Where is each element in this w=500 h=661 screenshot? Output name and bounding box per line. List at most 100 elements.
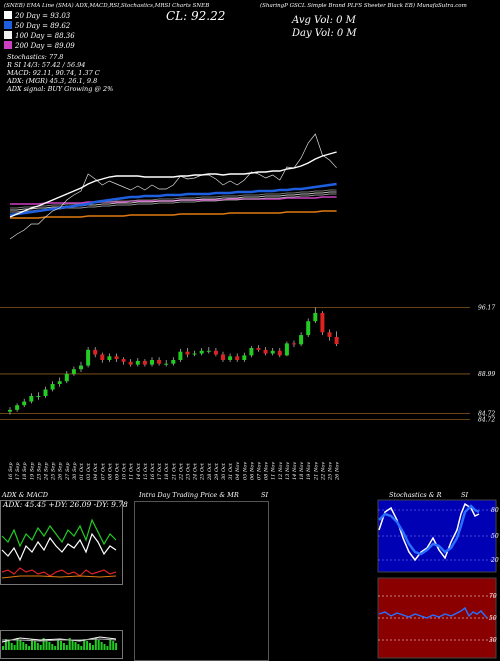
rsi-line	[378, 606, 488, 619]
candle-body	[100, 354, 105, 360]
candle-body	[270, 350, 275, 354]
stoch-tick-80: 80	[491, 507, 499, 514]
date-tick-label: 11 Nov	[271, 462, 277, 480]
candle-body	[334, 336, 339, 345]
candle-body	[235, 356, 240, 360]
date-tick-label: 23 Oct	[186, 462, 192, 481]
ma-orange-line	[10, 210, 337, 219]
intraday-panel: Intra Day Trading Price & MR SI	[125, 490, 375, 661]
date-tick-label: 05 Nov	[242, 462, 248, 480]
date-tick-label: 11 Oct	[129, 462, 135, 480]
candle-body	[185, 351, 190, 355]
candle-body	[86, 349, 91, 366]
macd-bar	[25, 644, 28, 650]
date-tick-label: 25 Nov	[328, 462, 334, 481]
candle-body	[277, 350, 282, 356]
candle-body	[107, 356, 112, 360]
macd-bar	[10, 643, 13, 650]
candle-body	[22, 401, 27, 406]
date-tick-label: 13 Nov	[285, 462, 291, 480]
stoch-tick-20: 20	[490, 557, 499, 564]
date-tick-label: 14 Oct	[136, 462, 142, 480]
header-right: (SharingP GSCL Simple Brand PLFS Sheeter…	[260, 3, 467, 9]
macd-bar	[45, 640, 48, 650]
candle-body	[142, 360, 147, 365]
price-level-label: 96.17	[478, 305, 495, 312]
candle-body	[178, 351, 183, 360]
candle-body	[213, 350, 218, 355]
candle-body	[242, 355, 247, 360]
date-tick-label: 17 Oct	[157, 462, 163, 480]
avg-volume: Avg Vol: 0 M	[292, 15, 356, 26]
price-dotted-line	[9, 133, 337, 240]
macd-bar	[89, 643, 91, 650]
date-tick-label: 06 Nov	[249, 462, 255, 480]
date-tick-label: 22 Oct	[178, 462, 184, 481]
candle-body	[8, 409, 12, 412]
indicator-stats: Stochastics: 77.8 R SI 14/3: 57.42 / 56.…	[7, 53, 113, 93]
candle-body	[284, 343, 289, 356]
date-tick-label: 04 Oct	[93, 462, 99, 480]
candle-body	[43, 389, 48, 396]
date-tick-label: 08 Nov	[264, 462, 270, 480]
stoch-rsi-panel: Stochastics & R SI 80 50 20 70 50 30	[375, 490, 500, 660]
macd-bar	[106, 646, 109, 650]
ma20-line	[9, 151, 337, 218]
price-level-label: 84.72	[478, 410, 495, 417]
candle-body	[256, 348, 261, 350]
legend-ma50: 50 Day = 89.62	[4, 21, 75, 31]
candle-body	[206, 350, 211, 352]
candle-body	[164, 363, 169, 365]
date-tick-label: 16 Sep	[8, 462, 14, 480]
date-tick-label: 19 Nov	[306, 462, 312, 480]
macd-bar	[57, 639, 60, 650]
date-axis: 16 Sep 17 Sep 18 Sep 19 Sep 23 Sep 24 Sep 25 S…	[8, 462, 341, 481]
ma-legend: 20 Day = 93.03 50 Day = 89.62 100 Day = …	[4, 11, 75, 51]
candles	[8, 307, 339, 415]
macd-bar	[60, 641, 62, 650]
date-tick-label: 25 Oct	[200, 462, 206, 481]
date-tick-label: 26 Nov	[335, 462, 341, 481]
date-tick-label: 08 Oct	[107, 462, 113, 480]
candle-body	[327, 332, 332, 337]
candle-body	[306, 321, 311, 336]
candle-body	[135, 360, 140, 365]
date-tick-label: 21 Oct	[171, 462, 177, 481]
macd-bar	[54, 646, 57, 650]
date-tick-label: 30 Sep	[72, 462, 78, 480]
adx-orange-line	[1, 575, 117, 579]
date-tick-label: 30 Oct	[221, 462, 227, 480]
close-price: CL: 92.22	[166, 9, 226, 23]
candle-body	[57, 381, 62, 384]
macd-bar	[112, 641, 115, 650]
legend-swatch	[4, 21, 12, 29]
candle-body	[114, 356, 119, 360]
date-tick-label: 07 Oct	[100, 462, 106, 480]
date-tick-label: 10 Oct	[122, 462, 128, 480]
date-tick-label: 23 Sep	[36, 462, 42, 481]
panel-title: Intra Day Trading Price & MR	[139, 491, 239, 499]
macd-bar	[83, 639, 86, 650]
legend-ma20: 20 Day = 93.03	[4, 11, 75, 21]
ma50-line	[9, 182, 337, 217]
price-level-label: 84.72	[478, 416, 495, 423]
rsi-tick-50: 50	[489, 615, 497, 622]
stat-line: ADX signal: BUY Growing @ 2%	[7, 85, 114, 93]
adx-white-line	[1, 532, 117, 562]
macd-bar	[39, 645, 42, 650]
candle-body	[299, 335, 304, 345]
adx-chart	[0, 500, 123, 659]
macd-bar	[22, 642, 25, 650]
rsi-background	[377, 577, 497, 659]
macd-bar	[16, 638, 19, 650]
macd-bar	[19, 640, 22, 650]
intraday-frame	[134, 501, 269, 661]
rsi-tick-70: 70	[489, 593, 497, 600]
candle-body	[199, 350, 204, 354]
macd-bar	[77, 644, 80, 650]
stoch-d-line	[378, 504, 480, 556]
date-tick-label: 29 Oct	[214, 462, 220, 481]
date-tick-label: 16 Oct	[150, 462, 156, 480]
